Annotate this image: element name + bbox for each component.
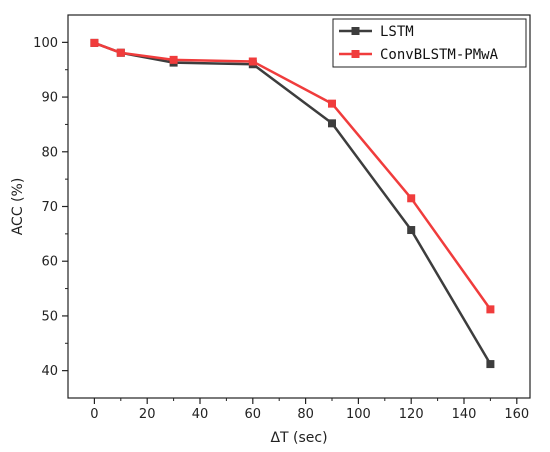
x-tick-label: 60 bbox=[245, 407, 262, 422]
data-point bbox=[117, 49, 125, 57]
y-axis-title: ACC (%) bbox=[10, 178, 26, 236]
legend-marker bbox=[352, 50, 360, 58]
x-axis-title: ΔT (sec) bbox=[270, 430, 327, 446]
data-point bbox=[486, 360, 494, 368]
data-point bbox=[170, 56, 178, 64]
legend: LSTM ConvBLSTM-PMwA bbox=[333, 19, 526, 67]
data-point bbox=[90, 39, 98, 47]
series-line-1 bbox=[94, 43, 490, 364]
data-point bbox=[407, 226, 415, 234]
legend-label: LSTM bbox=[380, 24, 414, 40]
y-tick-label: 70 bbox=[41, 200, 58, 215]
y-tick-label: 90 bbox=[41, 91, 58, 106]
y-tick-label: 80 bbox=[41, 145, 58, 160]
series-line-2 bbox=[94, 43, 490, 310]
data-point bbox=[407, 194, 415, 202]
x-tick-label: 120 bbox=[399, 407, 424, 422]
y-tick-label: 50 bbox=[41, 309, 58, 324]
y-tick-label: 60 bbox=[41, 255, 58, 270]
data-point bbox=[328, 100, 336, 108]
plot-frame bbox=[68, 15, 530, 398]
data-point bbox=[486, 305, 494, 313]
series-layer bbox=[90, 39, 494, 368]
legend-marker bbox=[352, 27, 360, 35]
x-tick-label: 0 bbox=[90, 407, 98, 422]
x-tick-label: 160 bbox=[504, 407, 529, 422]
legend-label: ConvBLSTM-PMwA bbox=[380, 47, 499, 63]
y-tick-label: 100 bbox=[33, 36, 58, 51]
x-tick-label: 140 bbox=[452, 407, 477, 422]
x-tick-label: 80 bbox=[297, 407, 314, 422]
x-tick-label: 20 bbox=[139, 407, 156, 422]
y-tick-label: 40 bbox=[41, 364, 58, 379]
x-tick-label: 100 bbox=[346, 407, 371, 422]
data-point bbox=[328, 119, 336, 127]
x-tick-label: 40 bbox=[192, 407, 209, 422]
ticks-layer: 0 20 40 60 80 100 120 140 160 40 50 60 70 80 90 100 bbox=[33, 36, 529, 422]
data-point bbox=[249, 58, 257, 66]
